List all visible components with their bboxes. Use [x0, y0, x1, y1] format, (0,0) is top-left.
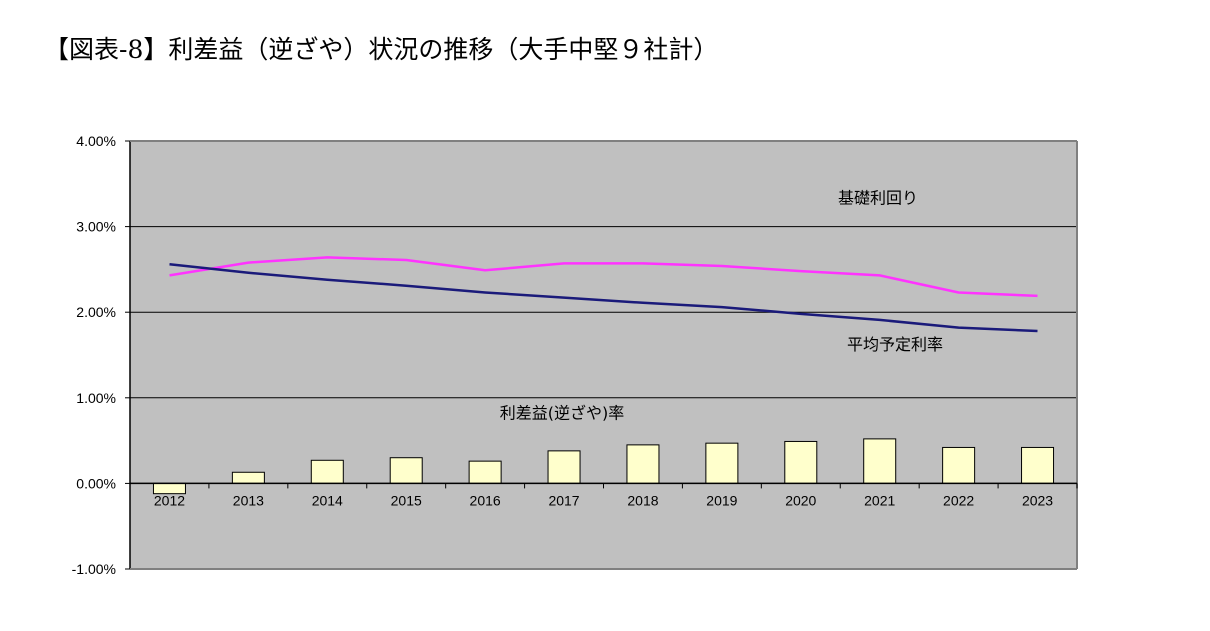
x-tick-label: 2012	[154, 492, 185, 508]
x-tick-label: 2020	[785, 492, 816, 508]
x-tick-label: 2017	[548, 492, 579, 508]
y-tick-label: 3.00%	[76, 219, 116, 235]
y-tick-label: -1.00%	[72, 561, 116, 577]
plot-area	[130, 141, 1077, 569]
bar-2013	[231, 471, 265, 484]
bar-2014	[310, 459, 344, 484]
bar-2021	[863, 438, 897, 484]
bar-2016	[468, 460, 502, 484]
x-tick-label: 2014	[312, 492, 343, 508]
line-series	[169, 256, 1038, 333]
axes	[125, 140, 1078, 570]
bar-2023	[1021, 446, 1055, 484]
label-base-yield: 基礎利回り	[838, 188, 918, 207]
chart-title: 【図表-8】利差益（逆ざや）状況の推移（大手中堅９社計）	[44, 35, 719, 64]
bar-series	[152, 438, 1055, 495]
x-tick-label: 2018	[627, 492, 658, 508]
x-tick-label: 2021	[864, 492, 895, 508]
x-tick-label: 2023	[1022, 492, 1053, 508]
x-tick-label: 2019	[706, 492, 737, 508]
bar-2019	[705, 442, 739, 484]
x-tick-label: 2016	[470, 492, 501, 508]
x-tick-labels: 2012 2013 2014 2015 2016 2017 2018 2019 2020 2021…	[154, 492, 1053, 508]
y-tick-label: 2.00%	[76, 304, 116, 320]
line-base-yield	[169, 256, 1038, 298]
y-tick-label: 0.00%	[76, 475, 116, 491]
bar-2017	[547, 450, 581, 484]
line-assumed-rate	[169, 263, 1038, 333]
label-spread: 利差益(逆ざや)率	[500, 403, 625, 422]
label-assumed-rate: 平均予定利率	[847, 335, 943, 354]
y-tick-label: 1.00%	[76, 390, 116, 406]
bar-2018	[626, 444, 660, 484]
bar-2020	[784, 440, 818, 484]
x-tick-label: 2022	[943, 492, 974, 508]
x-tick-label: 2015	[391, 492, 422, 508]
x-tick-label: 2013	[233, 492, 264, 508]
y-tick-labels: 4.00% 3.00% 2.00% 1.00% 0.00% -1.00%	[72, 133, 116, 577]
y-tick-label: 4.00%	[76, 133, 116, 149]
bar-2015	[389, 457, 423, 484]
bar-2022	[942, 446, 976, 484]
